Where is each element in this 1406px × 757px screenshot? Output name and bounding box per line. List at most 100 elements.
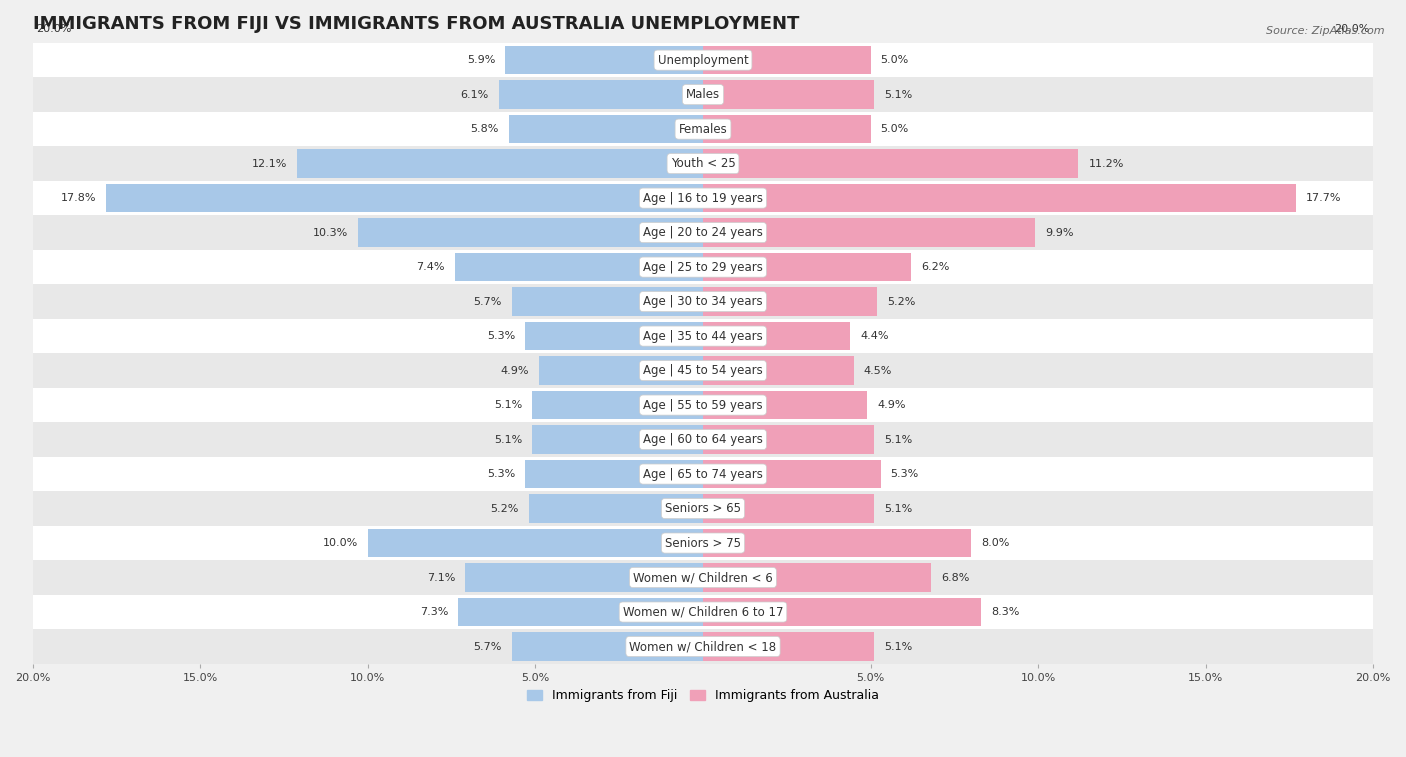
Text: 5.3%: 5.3% xyxy=(486,469,516,479)
Text: Age | 30 to 34 years: Age | 30 to 34 years xyxy=(643,295,763,308)
Text: 5.1%: 5.1% xyxy=(884,89,912,100)
Text: 8.0%: 8.0% xyxy=(981,538,1010,548)
Text: 20.0%: 20.0% xyxy=(37,24,72,34)
Bar xyxy=(703,322,851,350)
Text: Age | 16 to 19 years: Age | 16 to 19 years xyxy=(643,192,763,204)
Text: 6.2%: 6.2% xyxy=(921,262,949,272)
Text: Youth < 25: Youth < 25 xyxy=(671,157,735,170)
Bar xyxy=(32,526,1374,560)
Text: 17.8%: 17.8% xyxy=(60,193,97,203)
Bar xyxy=(368,529,703,557)
Bar xyxy=(499,80,703,109)
Bar xyxy=(32,112,1374,146)
Text: 5.3%: 5.3% xyxy=(486,331,516,341)
Bar xyxy=(32,43,1374,77)
Bar xyxy=(357,219,703,247)
Text: 5.7%: 5.7% xyxy=(474,297,502,307)
Bar xyxy=(458,598,703,626)
Text: 4.9%: 4.9% xyxy=(501,366,529,375)
Text: 6.1%: 6.1% xyxy=(460,89,488,100)
Text: 4.5%: 4.5% xyxy=(863,366,893,375)
Text: Age | 25 to 29 years: Age | 25 to 29 years xyxy=(643,260,763,273)
Bar xyxy=(531,425,703,453)
Text: 5.9%: 5.9% xyxy=(467,55,495,65)
Text: Males: Males xyxy=(686,88,720,101)
Text: Age | 45 to 54 years: Age | 45 to 54 years xyxy=(643,364,763,377)
Bar xyxy=(526,460,703,488)
Bar xyxy=(32,422,1374,456)
Text: 5.2%: 5.2% xyxy=(491,503,519,513)
Text: Women w/ Children < 6: Women w/ Children < 6 xyxy=(633,571,773,584)
Bar xyxy=(531,391,703,419)
Text: 11.2%: 11.2% xyxy=(1088,159,1123,169)
Text: 17.7%: 17.7% xyxy=(1306,193,1341,203)
Bar xyxy=(703,219,1035,247)
Bar xyxy=(32,181,1374,215)
Bar xyxy=(32,491,1374,526)
Text: Females: Females xyxy=(679,123,727,136)
Text: 12.1%: 12.1% xyxy=(252,159,287,169)
Text: 10.3%: 10.3% xyxy=(312,228,347,238)
Bar xyxy=(456,253,703,282)
Bar xyxy=(703,115,870,143)
Bar xyxy=(703,357,853,385)
Text: Women w/ Children 6 to 17: Women w/ Children 6 to 17 xyxy=(623,606,783,618)
Legend: Immigrants from Fiji, Immigrants from Australia: Immigrants from Fiji, Immigrants from Au… xyxy=(522,684,884,707)
Bar xyxy=(298,149,703,178)
Bar xyxy=(703,563,931,592)
Bar xyxy=(32,215,1374,250)
Text: 5.1%: 5.1% xyxy=(494,435,522,444)
Text: 5.8%: 5.8% xyxy=(470,124,499,134)
Bar xyxy=(526,322,703,350)
Text: 7.3%: 7.3% xyxy=(420,607,449,617)
Text: 4.9%: 4.9% xyxy=(877,400,905,410)
Bar xyxy=(703,529,972,557)
Bar xyxy=(505,46,703,74)
Text: 5.1%: 5.1% xyxy=(884,641,912,652)
Bar xyxy=(703,253,911,282)
Bar xyxy=(703,460,880,488)
Bar xyxy=(703,391,868,419)
Text: 5.7%: 5.7% xyxy=(474,641,502,652)
Text: IMMIGRANTS FROM FIJI VS IMMIGRANTS FROM AUSTRALIA UNEMPLOYMENT: IMMIGRANTS FROM FIJI VS IMMIGRANTS FROM … xyxy=(32,15,799,33)
Bar xyxy=(538,357,703,385)
Text: 4.4%: 4.4% xyxy=(860,331,889,341)
Bar xyxy=(703,184,1296,212)
Bar xyxy=(32,560,1374,595)
Bar xyxy=(509,115,703,143)
Text: Source: ZipAtlas.com: Source: ZipAtlas.com xyxy=(1267,26,1385,36)
Text: Age | 35 to 44 years: Age | 35 to 44 years xyxy=(643,329,763,343)
Text: Age | 20 to 24 years: Age | 20 to 24 years xyxy=(643,226,763,239)
Text: 9.9%: 9.9% xyxy=(1045,228,1073,238)
Bar xyxy=(32,629,1374,664)
Bar xyxy=(512,288,703,316)
Bar xyxy=(32,354,1374,388)
Text: 10.0%: 10.0% xyxy=(322,538,357,548)
Bar xyxy=(703,494,875,522)
Text: Age | 65 to 74 years: Age | 65 to 74 years xyxy=(643,468,763,481)
Bar xyxy=(703,288,877,316)
Text: 5.3%: 5.3% xyxy=(890,469,920,479)
Text: 7.4%: 7.4% xyxy=(416,262,444,272)
Bar xyxy=(512,632,703,661)
Bar xyxy=(703,149,1078,178)
Bar xyxy=(703,598,981,626)
Text: Age | 55 to 59 years: Age | 55 to 59 years xyxy=(643,399,763,412)
Bar xyxy=(32,77,1374,112)
Text: 5.1%: 5.1% xyxy=(884,503,912,513)
Text: 5.2%: 5.2% xyxy=(887,297,915,307)
Bar xyxy=(703,425,875,453)
Bar xyxy=(32,388,1374,422)
Bar xyxy=(32,146,1374,181)
Text: 5.0%: 5.0% xyxy=(880,55,908,65)
Text: 8.3%: 8.3% xyxy=(991,607,1019,617)
Bar xyxy=(32,595,1374,629)
Text: 5.1%: 5.1% xyxy=(494,400,522,410)
Text: Unemployment: Unemployment xyxy=(658,54,748,67)
Bar xyxy=(32,285,1374,319)
Bar xyxy=(529,494,703,522)
Text: 5.0%: 5.0% xyxy=(880,124,908,134)
Bar xyxy=(465,563,703,592)
Text: Women w/ Children < 18: Women w/ Children < 18 xyxy=(630,640,776,653)
Text: 7.1%: 7.1% xyxy=(426,572,456,583)
